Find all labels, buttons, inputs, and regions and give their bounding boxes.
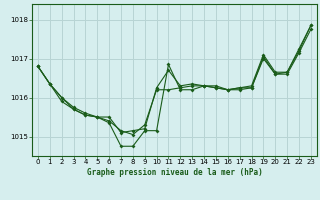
X-axis label: Graphe pression niveau de la mer (hPa): Graphe pression niveau de la mer (hPa) — [86, 168, 262, 177]
